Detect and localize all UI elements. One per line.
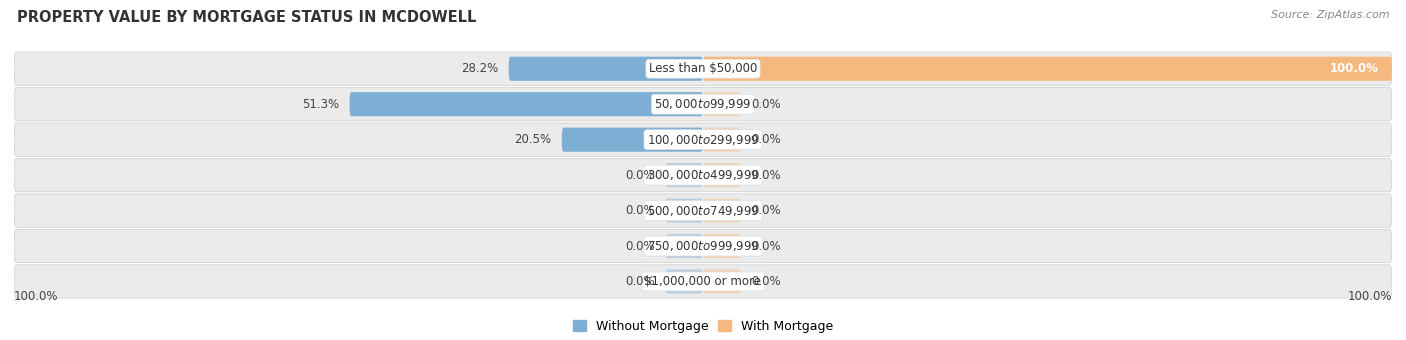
Text: PROPERTY VALUE BY MORTGAGE STATUS IN MCDOWELL: PROPERTY VALUE BY MORTGAGE STATUS IN MCD… xyxy=(17,10,477,25)
Text: 28.2%: 28.2% xyxy=(461,62,498,75)
FancyBboxPatch shape xyxy=(665,199,703,223)
FancyBboxPatch shape xyxy=(14,52,1392,85)
Text: $750,000 to $999,999: $750,000 to $999,999 xyxy=(647,239,759,253)
FancyBboxPatch shape xyxy=(703,163,741,187)
Text: 0.0%: 0.0% xyxy=(751,133,780,146)
Text: 0.0%: 0.0% xyxy=(626,275,655,288)
Legend: Without Mortgage, With Mortgage: Without Mortgage, With Mortgage xyxy=(568,314,838,338)
FancyBboxPatch shape xyxy=(14,87,1392,121)
Text: 100.0%: 100.0% xyxy=(14,290,59,304)
FancyBboxPatch shape xyxy=(703,128,741,152)
FancyBboxPatch shape xyxy=(665,269,703,293)
FancyBboxPatch shape xyxy=(703,199,741,223)
Text: 100.0%: 100.0% xyxy=(1329,62,1378,75)
Text: $500,000 to $749,999: $500,000 to $749,999 xyxy=(647,204,759,218)
FancyBboxPatch shape xyxy=(14,123,1392,156)
Text: 0.0%: 0.0% xyxy=(626,204,655,217)
FancyBboxPatch shape xyxy=(665,163,703,187)
FancyBboxPatch shape xyxy=(14,194,1392,227)
Text: 0.0%: 0.0% xyxy=(626,239,655,253)
Text: 0.0%: 0.0% xyxy=(751,204,780,217)
Text: 0.0%: 0.0% xyxy=(751,239,780,253)
FancyBboxPatch shape xyxy=(350,92,703,116)
Text: 20.5%: 20.5% xyxy=(515,133,551,146)
FancyBboxPatch shape xyxy=(703,234,741,258)
Text: 0.0%: 0.0% xyxy=(751,275,780,288)
Text: 0.0%: 0.0% xyxy=(626,169,655,182)
FancyBboxPatch shape xyxy=(14,230,1392,263)
FancyBboxPatch shape xyxy=(665,234,703,258)
Text: Source: ZipAtlas.com: Source: ZipAtlas.com xyxy=(1271,10,1389,20)
Text: 100.0%: 100.0% xyxy=(1347,290,1392,304)
FancyBboxPatch shape xyxy=(14,158,1392,192)
Text: 51.3%: 51.3% xyxy=(302,98,339,111)
FancyBboxPatch shape xyxy=(703,57,1392,81)
Text: 0.0%: 0.0% xyxy=(751,98,780,111)
FancyBboxPatch shape xyxy=(509,57,703,81)
FancyBboxPatch shape xyxy=(703,92,741,116)
Text: $100,000 to $299,999: $100,000 to $299,999 xyxy=(647,133,759,147)
FancyBboxPatch shape xyxy=(562,128,703,152)
Text: $50,000 to $99,999: $50,000 to $99,999 xyxy=(654,97,752,111)
Text: $300,000 to $499,999: $300,000 to $499,999 xyxy=(647,168,759,182)
Text: 0.0%: 0.0% xyxy=(751,169,780,182)
Text: $1,000,000 or more: $1,000,000 or more xyxy=(644,275,762,288)
FancyBboxPatch shape xyxy=(14,265,1392,298)
Text: Less than $50,000: Less than $50,000 xyxy=(648,62,758,75)
FancyBboxPatch shape xyxy=(703,269,741,293)
